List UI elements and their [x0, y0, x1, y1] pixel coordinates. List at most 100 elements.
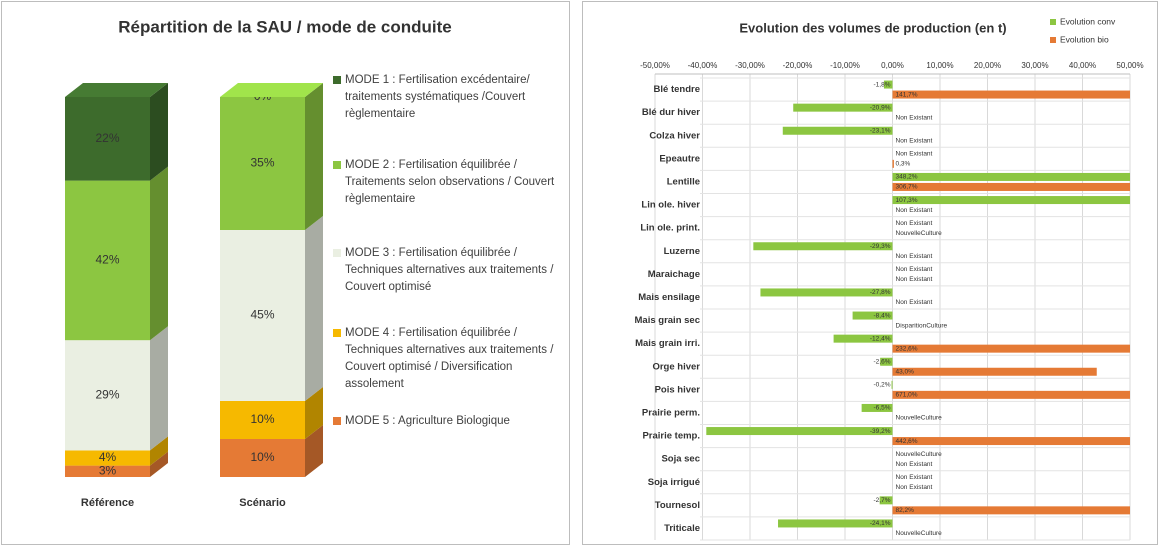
data-label: 3%	[99, 463, 117, 477]
bar-side	[305, 425, 323, 477]
bar-top	[220, 83, 323, 97]
bar	[891, 380, 893, 389]
legend-label: Evolution conv	[1060, 16, 1116, 26]
y-tick-label: Lin ole. print.	[640, 223, 700, 234]
data-label: -12,4%	[870, 335, 891, 342]
data-label: -39,2%	[870, 428, 891, 435]
bar	[760, 288, 893, 297]
legend-swatch	[333, 417, 341, 425]
data-label: NouvelleCulture	[896, 415, 943, 422]
bar	[65, 97, 150, 181]
data-label: -20,9%	[870, 104, 891, 111]
bar	[879, 496, 893, 505]
data-label: 141,7%	[896, 91, 918, 98]
bar	[220, 439, 305, 477]
data-label: -8,4%	[874, 312, 891, 319]
y-tick-label: Lin ole. hiver	[641, 200, 700, 211]
y-tick-label: Mais grain sec	[635, 315, 700, 326]
x-tick-label: 20,00%	[974, 61, 1001, 70]
bar	[892, 506, 1130, 515]
y-tick-label: Pois hiver	[655, 384, 701, 395]
y-tick-label: Epeautre	[659, 153, 700, 164]
bar	[706, 427, 893, 436]
y-tick-label: Colza hiver	[649, 130, 700, 141]
x-tick-label: -30,00%	[735, 61, 765, 70]
bar-side	[150, 166, 168, 341]
data-label: 232,6%	[896, 345, 918, 352]
data-label: Non Existant	[896, 484, 933, 491]
data-label: Non Existant	[896, 266, 933, 273]
bar	[220, 230, 305, 401]
legend-label: MODE 5 : Agriculture Biologique	[345, 415, 510, 427]
y-tick-label: Maraichage	[648, 269, 700, 280]
bar-side	[150, 83, 168, 181]
x-tick-label: -20,00%	[783, 61, 813, 70]
y-tick-label: Soja sec	[661, 454, 700, 465]
bar-side	[305, 216, 323, 401]
y-tick-label: Prairie temp.	[642, 431, 700, 442]
legend-swatch	[333, 329, 341, 337]
data-label: Non Existant	[896, 220, 933, 227]
data-label: Non Existant	[896, 137, 933, 144]
y-tick-label: Mais grain irri.	[635, 338, 700, 349]
data-label: Non Existant	[896, 461, 933, 468]
legend-label: MODE 4 : Fertilisation équilibrée / Tech…	[345, 327, 554, 390]
legend-label: MODE 1 : Fertilisation excédentaire/ tra…	[345, 74, 530, 120]
data-label: -2,7%	[874, 497, 891, 504]
bar	[782, 126, 893, 135]
data-label: DisparitionCulture	[896, 322, 948, 329]
data-label: Non Existant	[896, 207, 933, 214]
data-label: -1,8%	[874, 81, 891, 88]
data-label: 306,7%	[896, 184, 918, 191]
data-label: 107,3%	[896, 197, 918, 204]
data-label: 29%	[95, 387, 119, 401]
data-label: Non Existant	[896, 299, 933, 306]
x-tick-label: 50,00%	[1116, 61, 1143, 70]
bar	[753, 242, 893, 251]
bar	[778, 519, 893, 528]
data-label: 22%	[95, 131, 119, 145]
data-label: 35%	[250, 156, 274, 170]
y-tick-label: Prairie perm.	[642, 407, 700, 418]
data-label: -6,5%	[874, 405, 891, 412]
bar-side	[150, 326, 168, 451]
bar	[65, 465, 150, 477]
bar	[852, 311, 893, 320]
data-label: 43,0%	[896, 368, 915, 375]
data-label: NouvelleCulture	[896, 230, 943, 237]
legend-label: MODE 2 : Fertilisation équilibrée / Trai…	[345, 159, 555, 205]
legend-label: MODE 3 : Fertilisation équilibrée / Tech…	[345, 247, 554, 293]
bar	[892, 344, 1130, 353]
plot-area	[706, 80, 1130, 528]
bar	[220, 97, 305, 230]
x-tick-label: -10,00%	[830, 61, 860, 70]
data-label: -2,6%	[874, 358, 891, 365]
y-tick-label: Luzerne	[664, 246, 700, 257]
bar-side	[305, 387, 323, 439]
legend-swatch	[333, 76, 341, 84]
legend-swatch	[333, 161, 341, 169]
bar	[833, 334, 893, 343]
data-label: 10%	[250, 412, 274, 426]
legend-label: Evolution bio	[1060, 34, 1109, 44]
bar-side	[150, 451, 168, 477]
y-tick-label: Lentille	[667, 176, 700, 187]
x-tick-label: -40,00%	[688, 61, 718, 70]
bar	[892, 196, 1130, 205]
bar	[892, 437, 1130, 446]
chart-title: Répartition de la SAU / mode de conduite	[118, 17, 451, 36]
bar	[65, 450, 150, 466]
data-label: Non Existant	[896, 253, 933, 260]
data-label: -27,8%	[870, 289, 891, 296]
x-tick-label: -50,00%	[640, 61, 670, 70]
data-label: Non Existant	[896, 474, 933, 481]
y-tick-label: Tournesol	[655, 500, 700, 511]
data-label: -24,1%	[870, 520, 891, 527]
data-label: Non Existant	[896, 151, 933, 158]
bar	[892, 390, 1130, 399]
bar	[892, 172, 1130, 181]
bar	[892, 182, 1130, 191]
data-label: 442,6%	[896, 438, 918, 445]
data-label: 671,0%	[896, 392, 918, 399]
